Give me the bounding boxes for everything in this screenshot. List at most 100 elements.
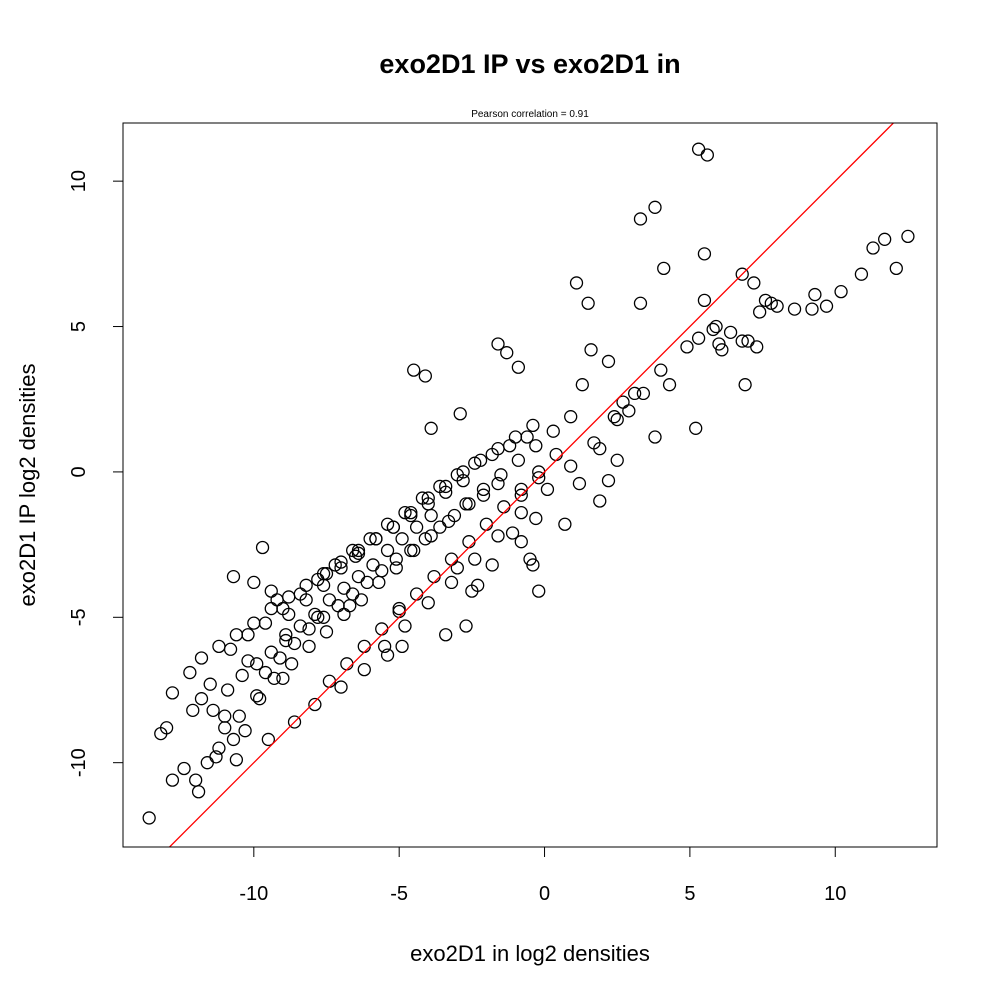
data-point xyxy=(395,639,409,654)
data-point xyxy=(212,741,226,755)
data-point xyxy=(633,296,648,310)
data-point xyxy=(165,773,180,787)
y-tick-label: -10 xyxy=(68,748,90,777)
data-point xyxy=(421,497,435,511)
data-point xyxy=(680,340,694,354)
data-point xyxy=(878,232,892,246)
data-point xyxy=(444,575,459,590)
data-point xyxy=(232,709,246,723)
data-point xyxy=(258,616,273,630)
data-point xyxy=(610,453,624,467)
data-point xyxy=(691,331,706,345)
y-axis: -10 -5 0 5 10 xyxy=(68,170,124,777)
data-point xyxy=(421,596,435,610)
data-point xyxy=(805,302,819,316)
data-point xyxy=(700,148,714,162)
data-point xyxy=(628,386,642,401)
data-point xyxy=(764,296,778,310)
data-point xyxy=(293,619,307,633)
data-point xyxy=(142,811,156,825)
data-point xyxy=(226,732,241,747)
data-point xyxy=(226,569,241,584)
data-point xyxy=(654,363,668,377)
data-point xyxy=(322,674,337,688)
data-point xyxy=(299,593,313,607)
x-axis: -10 -5 0 5 10 xyxy=(239,846,846,905)
data-point xyxy=(750,340,764,354)
data-point xyxy=(206,703,220,717)
data-point xyxy=(439,485,453,499)
data-point xyxy=(264,601,278,616)
data-point xyxy=(462,535,476,549)
data-point xyxy=(279,633,293,648)
data-point xyxy=(491,529,505,543)
data-point xyxy=(302,639,316,654)
data-point xyxy=(564,410,578,424)
data-point xyxy=(691,142,706,156)
data-point xyxy=(689,421,703,435)
data-point xyxy=(284,657,299,671)
data-point xyxy=(270,593,284,607)
data-point xyxy=(200,756,214,770)
data-point xyxy=(532,471,546,485)
data-point xyxy=(159,721,174,735)
data-point xyxy=(264,645,278,659)
data-point xyxy=(229,753,244,767)
data-point xyxy=(366,558,380,572)
data-point xyxy=(648,200,662,214)
data-point xyxy=(526,418,540,433)
data-point xyxy=(723,325,738,339)
data-point xyxy=(834,284,848,299)
data-point xyxy=(607,410,621,424)
data-point xyxy=(633,212,648,226)
data-point xyxy=(418,369,432,383)
data-point xyxy=(459,497,473,511)
data-point xyxy=(282,590,296,604)
data-point xyxy=(511,453,526,467)
x-tick-label: -10 xyxy=(239,883,268,905)
data-point xyxy=(491,337,505,351)
data-point xyxy=(447,508,462,523)
data-point xyxy=(380,648,395,662)
data-point xyxy=(485,558,499,572)
data-point xyxy=(706,322,720,337)
data-point xyxy=(250,689,264,703)
data-point xyxy=(392,601,406,616)
data-point xyxy=(473,453,488,467)
data-point xyxy=(511,360,526,374)
data-point xyxy=(601,354,616,369)
data-point xyxy=(386,520,401,534)
data-point xyxy=(218,709,232,723)
data-point xyxy=(409,520,424,534)
data-point xyxy=(375,564,389,578)
data-point xyxy=(229,628,244,642)
data-point xyxy=(247,575,261,590)
data-point xyxy=(409,587,424,601)
data-point xyxy=(319,625,334,639)
data-point xyxy=(389,561,403,575)
data-point xyxy=(337,581,351,595)
data-point xyxy=(212,639,226,654)
data-point xyxy=(238,724,252,738)
data-point xyxy=(191,785,206,799)
data-point xyxy=(657,261,671,276)
x-tick-label: 5 xyxy=(684,883,695,905)
data-point xyxy=(569,276,584,290)
data-point xyxy=(558,517,572,531)
data-point xyxy=(424,508,438,523)
data-point xyxy=(241,628,255,642)
data-point xyxy=(549,447,563,462)
data-point xyxy=(407,543,421,558)
data-point xyxy=(491,442,505,456)
data-point xyxy=(514,488,528,502)
data-point xyxy=(287,715,302,729)
data-point xyxy=(308,607,322,622)
y-tick-label: 5 xyxy=(68,321,90,332)
data-point xyxy=(183,665,197,680)
data-point xyxy=(738,378,752,392)
data-point xyxy=(407,363,421,377)
data-point xyxy=(465,584,479,598)
data-point xyxy=(854,267,869,281)
data-point xyxy=(177,761,191,776)
data-point xyxy=(494,468,508,482)
